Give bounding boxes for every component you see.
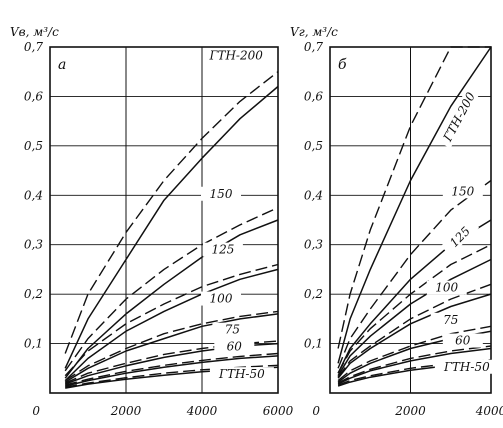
series-line-dashed [337, 283, 492, 378]
panel-label: а [58, 57, 66, 73]
series-line-dashed [64, 263, 279, 377]
series-line-dashed [337, 46, 491, 349]
y-tick-label: 0,2 [24, 287, 43, 301]
chart-panel-a: 0 2000 4000 6000 0,1 0,2 0,3 0,4 0,5 0,6 0,7Vв, м³… [10, 25, 294, 418]
series-line-solid [64, 268, 279, 382]
series-line-dashed [337, 325, 492, 382]
series-label-bg [201, 186, 241, 201]
y-tick-label: 0,6 [24, 89, 43, 103]
series-line-solid [64, 219, 279, 379]
series-label: ГТН-200 [209, 48, 264, 62]
y-tick-label: 0,5 [304, 139, 323, 153]
series-label: 75 [225, 323, 240, 337]
series-label-bg [440, 217, 480, 257]
series-label-bg [434, 359, 499, 374]
x-tick-label: 0 [312, 404, 320, 418]
y-tick-label: 0,5 [24, 139, 43, 153]
y-tick-label: 0,6 [304, 89, 323, 103]
y-tick-label: 0,2 [304, 287, 323, 301]
series-line-solid [337, 46, 492, 364]
series-label-bg [442, 333, 483, 348]
series-line-dashed [64, 310, 279, 382]
series-label: 60 [227, 339, 243, 353]
series-label-bg [202, 242, 243, 257]
series-line-solid [65, 355, 279, 387]
x-tick-label: 4000 [186, 404, 218, 418]
series-line-solid [337, 219, 492, 374]
y-tick-label: 0,3 [24, 238, 43, 252]
y-tick-label: 0,7 [304, 40, 323, 54]
series-label-bg [438, 85, 481, 149]
series-label-bg [204, 48, 269, 63]
series-line-solid [337, 293, 492, 379]
y-tick-label: 0,7 [24, 40, 43, 54]
series-label: 150 [451, 184, 474, 198]
y-tick-label: 0,3 [304, 238, 323, 252]
y-tick-label: 0,1 [304, 337, 323, 351]
series-label-bg [442, 184, 483, 199]
series-label-bg [209, 367, 274, 382]
series-line-dashed [64, 71, 279, 354]
x-tick-label: 4000 [475, 404, 503, 418]
series-line-solid [337, 258, 492, 377]
series-line-solid [64, 313, 279, 383]
x-tick-label: 0 [32, 404, 40, 418]
series-line-solid [337, 347, 492, 385]
series-label: ГТН-50 [218, 367, 265, 381]
series-label: ГТН-50 [443, 360, 490, 374]
y-tick-label: 0,4 [24, 188, 43, 202]
y-axis-label: Vг, м³/с [290, 25, 338, 39]
chart-panel-b: 0 2000 4000 0,1 0,2 0,3 0,4 0,5 0,6 0,7Vг, м³/с б Г… [290, 25, 503, 418]
series-line-solid [64, 85, 279, 369]
series-label: 60 [455, 334, 471, 348]
series-label: ГТН-200 [440, 90, 478, 145]
x-tick-label: 2000 [110, 404, 142, 418]
series-label-bg [430, 312, 471, 327]
x-tick-label: 6000 [263, 404, 294, 418]
x-tick-label: 2000 [394, 404, 426, 418]
series-line-dashed [337, 244, 492, 374]
y-tick-label: 0,1 [24, 337, 43, 351]
series-label: 75 [443, 313, 458, 327]
series-label: 125 [211, 243, 234, 257]
series-label-bg [214, 339, 255, 354]
series-label-bg [426, 280, 467, 295]
y-tick-label: 0,4 [304, 188, 323, 202]
series-label: 100 [435, 281, 458, 295]
series-label: 150 [210, 187, 233, 201]
series-line-dashed [65, 352, 279, 386]
series-label-bg [201, 291, 241, 306]
y-axis-label: Vв, м³/с [10, 25, 59, 39]
panel-label: б [338, 57, 347, 73]
series-line-dashed [64, 206, 279, 372]
series-label: 100 [210, 292, 233, 306]
series-label-bg [212, 322, 253, 337]
series-line-dashed [337, 179, 492, 369]
series-line-dashed [337, 345, 492, 384]
